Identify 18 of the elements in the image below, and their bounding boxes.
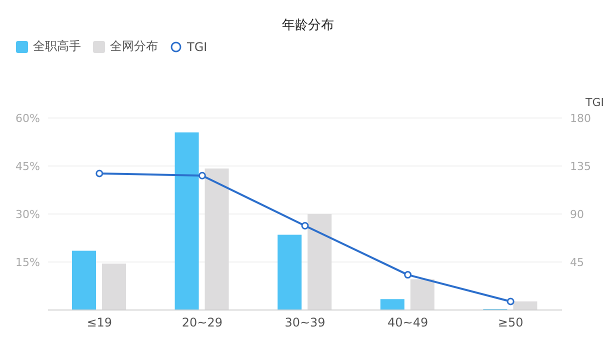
y2-axis-title: TGI [586,96,604,109]
chart-title: 年龄分布 [281,17,335,35]
y-tick-label: 15% [16,256,40,269]
x-tick-label: 40~49 [388,316,428,330]
y2-tick-label: 135 [570,160,591,173]
y2-tick-label: 180 [570,112,591,125]
x-tick-label: 30~39 [284,316,326,330]
legend-label: 全职高手 [33,38,81,55]
legend-label: TGI [187,40,208,54]
y-tick-label: 45% [16,160,40,173]
legend-label: 全网分布 [110,38,158,55]
y-tick-label: 30% [16,208,40,221]
x-tick-label: ≤19 [86,316,112,330]
y-tick-label: 60% [16,112,40,125]
y2-tick-label: 90 [570,208,584,221]
x-tick-label: ≥50 [498,316,524,330]
x-tick-label: 20~29 [182,316,222,330]
y2-tick-label: 45 [570,256,584,269]
